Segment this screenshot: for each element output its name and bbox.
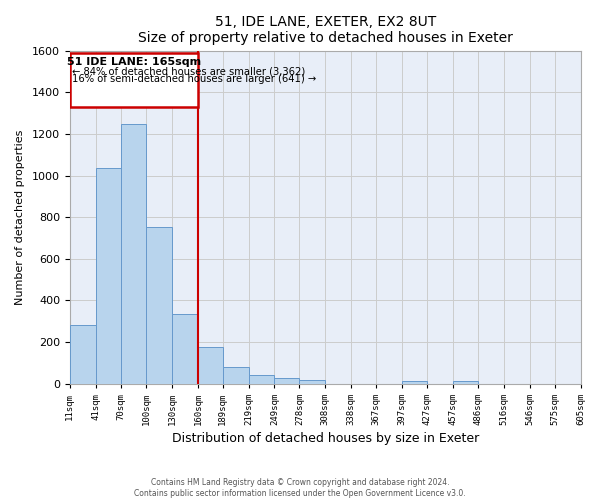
Text: 16% of semi-detached houses are larger (641) →: 16% of semi-detached houses are larger (… — [73, 74, 317, 85]
Bar — [121, 124, 146, 384]
Bar — [223, 367, 248, 384]
Bar — [146, 226, 172, 384]
Bar — [70, 326, 95, 384]
Bar — [453, 382, 478, 384]
Bar — [299, 380, 325, 384]
Bar — [198, 348, 223, 384]
Bar — [172, 314, 198, 384]
Bar — [70, 52, 198, 107]
Bar — [248, 376, 274, 384]
Bar — [95, 168, 121, 384]
Text: Contains HM Land Registry data © Crown copyright and database right 2024.
Contai: Contains HM Land Registry data © Crown c… — [134, 478, 466, 498]
X-axis label: Distribution of detached houses by size in Exeter: Distribution of detached houses by size … — [172, 432, 479, 445]
Text: 51 IDE LANE: 165sqm: 51 IDE LANE: 165sqm — [67, 57, 201, 67]
Title: 51, IDE LANE, EXETER, EX2 8UT
Size of property relative to detached houses in Ex: 51, IDE LANE, EXETER, EX2 8UT Size of pr… — [138, 15, 512, 45]
Bar — [401, 382, 427, 384]
Bar — [274, 378, 299, 384]
Text: ← 84% of detached houses are smaller (3,362): ← 84% of detached houses are smaller (3,… — [73, 66, 305, 76]
Y-axis label: Number of detached properties: Number of detached properties — [15, 130, 25, 305]
